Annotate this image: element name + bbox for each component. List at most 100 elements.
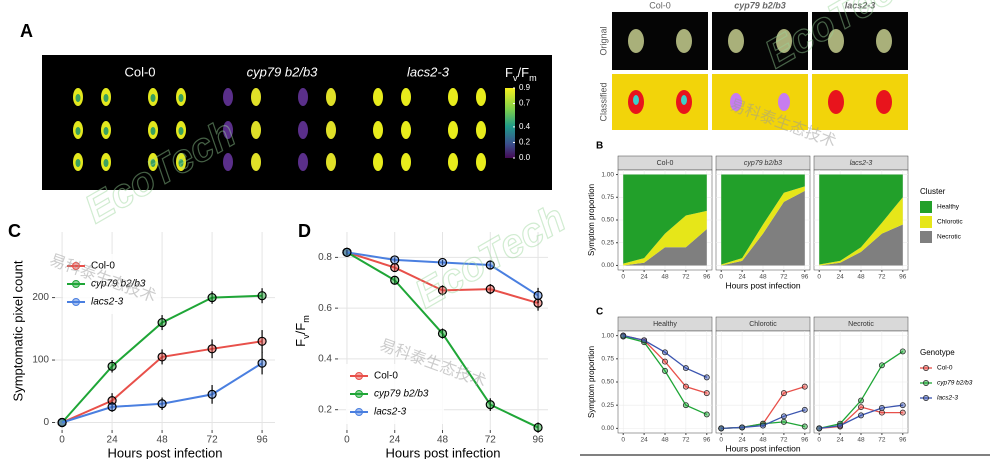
leaf [448, 88, 458, 106]
y-tick-label: 0 [43, 417, 49, 428]
colorbar [505, 88, 515, 158]
leaf [476, 121, 486, 139]
y-tick-label: 0.4 [318, 354, 332, 365]
x-tick-label: 0 [621, 437, 625, 444]
facet-title: Chlorotic [749, 321, 777, 328]
x-tick-label: 96 [801, 274, 809, 281]
x-axis-label: Hours post infection [725, 443, 800, 453]
x-tick-label: 96 [257, 435, 269, 446]
y-axis-label: Symptom proportion [587, 184, 596, 256]
leaf [776, 29, 792, 53]
point [703, 390, 710, 397]
x-tick-label: 96 [899, 437, 907, 444]
y-axis-label-part: /F [293, 323, 308, 335]
y-tick-label: 0.50 [601, 217, 614, 224]
point [682, 383, 689, 390]
x-tick-label: 96 [532, 435, 544, 446]
area [623, 210, 707, 266]
leaf [373, 153, 383, 171]
x-tick-label: 72 [780, 437, 788, 444]
legend-label: Necrotic [937, 234, 962, 241]
legend-label: Col-0 [374, 371, 398, 382]
y-tick-label: 0.00 [601, 262, 614, 269]
x-tick-label: 48 [661, 437, 669, 444]
legend-marker [923, 365, 929, 371]
point [662, 358, 668, 365]
point [899, 348, 906, 355]
leaf [223, 88, 233, 106]
leaf-spot [75, 94, 81, 102]
point [207, 389, 217, 399]
point [858, 404, 864, 410]
leaf-spot [681, 95, 687, 105]
x-axis-label: Hours post infection [108, 445, 223, 459]
leaf [778, 93, 790, 111]
leaf-spot [150, 127, 156, 135]
point [485, 260, 495, 270]
point [662, 367, 668, 374]
legend-marker [355, 408, 363, 416]
point [801, 423, 808, 430]
y-tick-label: 0.75 [601, 194, 614, 201]
point [57, 417, 67, 428]
x-tick-label: 24 [640, 274, 648, 281]
point [257, 358, 267, 368]
point [718, 425, 725, 432]
x-tick-label: 24 [389, 435, 401, 446]
legend-marker [72, 280, 80, 288]
point [780, 413, 787, 420]
facet-title: lacs2-3 [850, 160, 873, 167]
point [703, 374, 710, 381]
x-tick-label: 96 [801, 437, 809, 444]
leaf [828, 90, 844, 114]
legend-label: lacs2-3 [91, 297, 124, 308]
point [257, 291, 267, 301]
point [760, 422, 766, 429]
leaf-spot [75, 159, 81, 167]
point [207, 292, 217, 303]
leaf [730, 93, 742, 111]
leaf [251, 153, 261, 171]
x-tick-label: 48 [661, 274, 669, 281]
y-axis-label-part: F [293, 339, 308, 347]
y-axis-label: Symptom proportion [587, 346, 596, 418]
legend-marker [923, 380, 929, 386]
x-tick-label: 48 [759, 274, 767, 281]
x-tick-label: 72 [682, 437, 690, 444]
point [533, 290, 543, 301]
leaf-spot [75, 127, 81, 135]
legend-title: Genotype [920, 348, 955, 357]
point [390, 275, 400, 285]
leaf [628, 29, 644, 53]
legend-label: Healthy [937, 204, 960, 211]
y-tick-label: 0.6 [318, 303, 332, 314]
leaf [448, 153, 458, 171]
x-tick-label: 24 [738, 437, 746, 444]
colorbar-tick-label: 0.0 [519, 153, 531, 162]
point [682, 402, 689, 409]
y-tick-label: 200 [32, 292, 49, 303]
panel-label: C [8, 221, 21, 241]
panel-label: C [596, 307, 603, 318]
x-tick-label: 48 [857, 437, 865, 444]
point [858, 397, 864, 404]
leaf [676, 29, 692, 53]
genotype-label: Col-0 [124, 64, 155, 79]
legend-marker [72, 298, 80, 306]
point [107, 361, 117, 371]
y-tick-label: 0.00 [601, 425, 614, 432]
classified-image [712, 74, 808, 130]
y-tick-label: 0.25 [601, 402, 614, 409]
legend-marker [72, 262, 80, 270]
point [780, 390, 787, 397]
x-tick-label: 96 [703, 437, 711, 444]
column-label: Col-0 [649, 0, 671, 10]
point [257, 336, 267, 346]
area [721, 186, 805, 266]
area [623, 174, 707, 264]
leaf [476, 153, 486, 171]
point [780, 418, 787, 425]
legend-swatch [920, 231, 932, 243]
row-label: Orignal [598, 26, 608, 55]
x-axis-label: Hours post infection [386, 445, 501, 459]
